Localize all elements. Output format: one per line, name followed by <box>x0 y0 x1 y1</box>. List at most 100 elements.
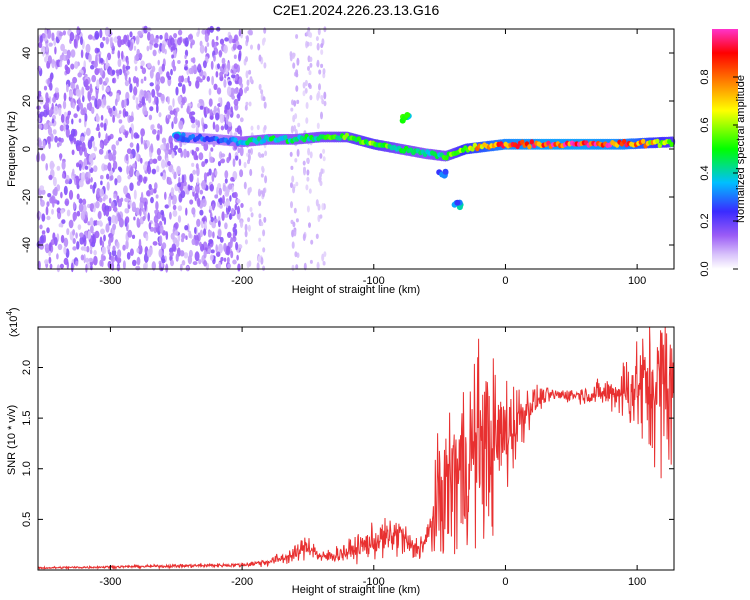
noise-blob <box>56 165 61 171</box>
noise-blob <box>99 236 103 246</box>
snr-panel: -300 -200 -100 0 100 0.5 1.0 1.5 2.0 Height of s… <box>5 307 675 596</box>
noise-streak <box>294 113 298 120</box>
noise-blob <box>39 243 44 250</box>
noise-streak <box>316 42 320 51</box>
noise-blob <box>220 257 224 262</box>
noise-streak <box>306 41 310 47</box>
noise-blob <box>93 249 97 256</box>
noise-blob <box>146 140 151 148</box>
noise-blob <box>108 218 112 226</box>
snr-y-tick-label: 1.5 <box>21 410 33 425</box>
colorbar-tick-label: 0.6 <box>699 117 711 132</box>
noise-streak <box>248 29 252 36</box>
noise-blob <box>99 41 104 49</box>
noise-blob <box>84 165 89 170</box>
noise-blob <box>90 64 95 70</box>
noise-blob <box>78 203 84 213</box>
noise-blob <box>147 94 152 104</box>
noise-blob <box>78 118 82 123</box>
noise-streak <box>290 125 294 134</box>
noise-streak <box>315 199 319 207</box>
noise-streak <box>308 70 312 76</box>
noise-streak <box>318 175 322 183</box>
noise-blob <box>49 74 53 83</box>
noise-blob <box>49 160 55 171</box>
noise-blob <box>152 129 157 135</box>
noise-blob <box>157 212 162 220</box>
noise-streak <box>247 149 251 154</box>
noise-streak <box>309 94 313 101</box>
noise-blob <box>207 248 211 253</box>
noise-streak <box>317 28 321 36</box>
noise-blob <box>95 90 99 100</box>
noise-blob <box>38 211 42 218</box>
noise-blob <box>66 228 70 236</box>
noise-blob <box>138 103 143 108</box>
noise-blob <box>216 186 219 197</box>
noise-streak <box>248 69 252 75</box>
noise-blob <box>183 148 188 159</box>
noise-blob <box>140 90 145 96</box>
noise-blob <box>98 220 103 226</box>
noise-blob <box>161 63 165 72</box>
noise-blob <box>99 57 104 64</box>
noise-streak <box>247 153 251 162</box>
ridge-core <box>302 137 307 143</box>
noise-streak <box>257 43 261 51</box>
snr-y-tick-label: 2.0 <box>21 360 33 375</box>
noise-blob <box>224 178 228 184</box>
noise-blob <box>108 238 112 247</box>
noise-blob <box>161 137 167 144</box>
noise-blob <box>209 156 214 163</box>
noise-blob <box>175 86 179 96</box>
noise-blob <box>39 96 44 105</box>
noise-blob <box>63 185 68 196</box>
noise-blob <box>101 246 107 255</box>
noise-blob <box>45 206 49 216</box>
noise-blob <box>73 38 77 49</box>
noise-streak <box>320 95 324 100</box>
noise-streak <box>323 251 327 257</box>
noise-streak <box>302 160 306 166</box>
noise-streak <box>320 49 324 55</box>
noise-blob <box>111 69 116 76</box>
noise-blob <box>94 230 100 239</box>
noise-blob <box>157 123 161 129</box>
noise-blob <box>215 244 218 253</box>
noise-blob <box>122 64 126 74</box>
noise-blob <box>59 153 62 161</box>
noise-blob <box>159 34 163 40</box>
noise-blob <box>227 263 232 269</box>
noise-blob <box>78 163 82 171</box>
noise-blob <box>146 165 150 172</box>
noise-streak <box>307 66 310 71</box>
noise-blob <box>95 115 100 123</box>
spectrogram-x-tick-label: 0 <box>502 275 508 287</box>
noise-blob <box>197 63 201 70</box>
noise-blob <box>160 76 165 84</box>
noise-blob <box>54 46 57 55</box>
noise-blob <box>48 174 53 180</box>
noise-blob <box>83 158 87 166</box>
noise-blob <box>149 82 154 87</box>
noise-blob <box>133 86 138 96</box>
spectrogram-x-tick-label: -300 <box>99 275 121 287</box>
noise-blob <box>197 102 201 109</box>
noise-blob <box>161 258 166 264</box>
noise-blob <box>63 92 67 102</box>
noise-blob <box>85 85 90 91</box>
noise-blob <box>195 80 200 89</box>
noise-blob <box>110 37 113 48</box>
noise-streak <box>244 223 248 232</box>
noise-streak <box>258 200 262 207</box>
noise-blob <box>186 190 190 195</box>
noise-blob <box>80 171 86 182</box>
noise-streak <box>296 57 300 66</box>
noise-blob <box>60 191 63 199</box>
noise-blob <box>169 211 172 220</box>
noise-blob <box>59 124 65 132</box>
noise-blob <box>88 257 94 263</box>
noise-blob <box>212 203 215 209</box>
noise-blob <box>201 180 207 190</box>
noise-streak <box>295 85 299 92</box>
